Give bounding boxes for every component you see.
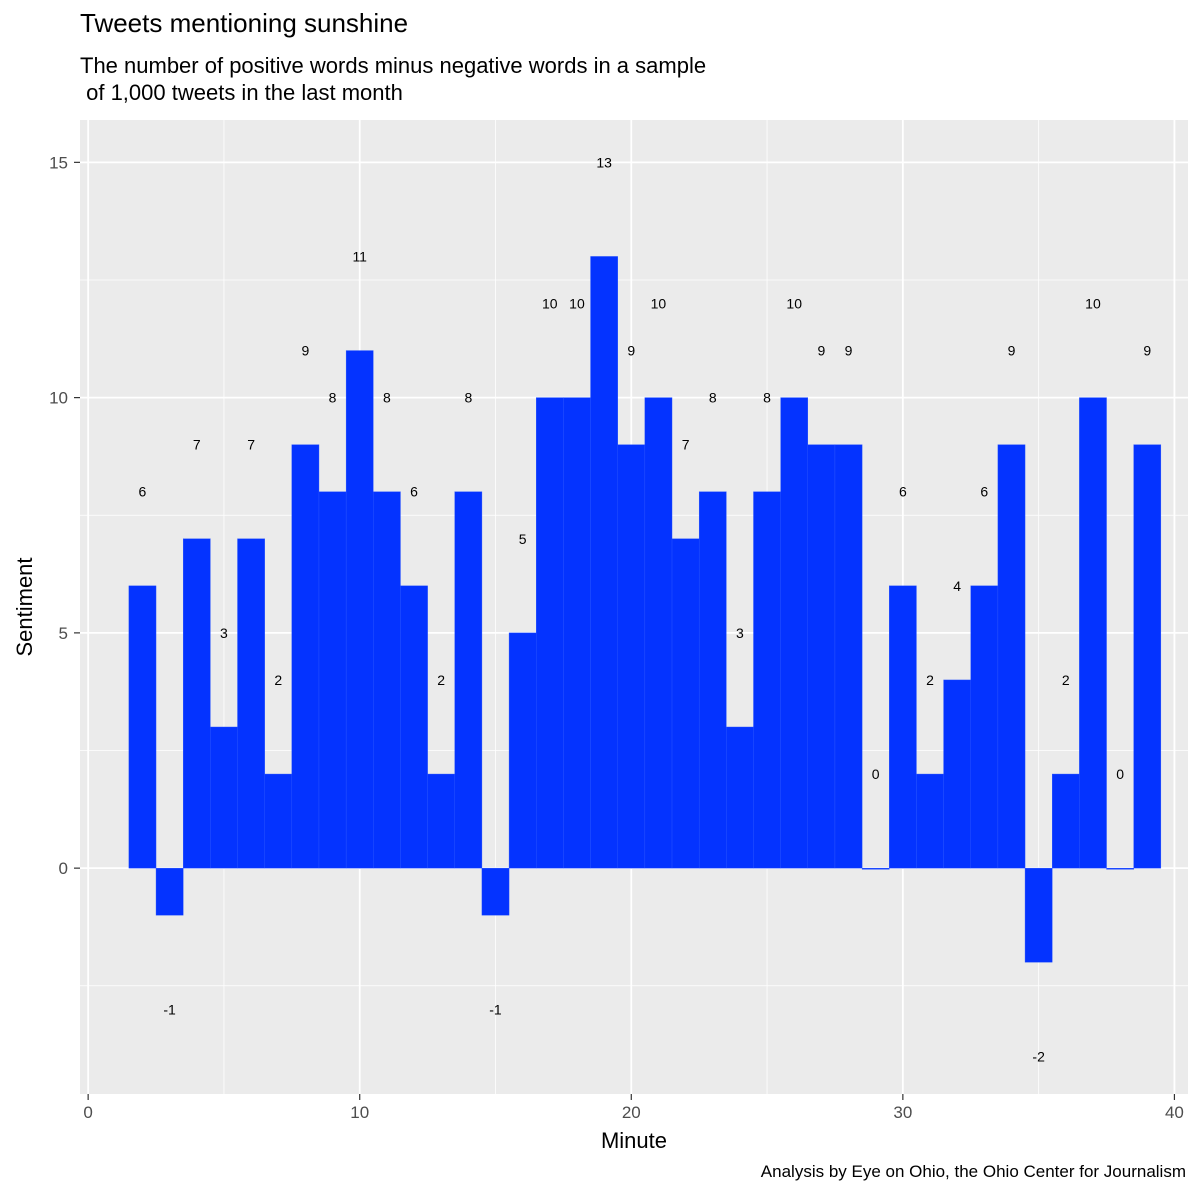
- data-label: 10: [542, 296, 558, 312]
- data-label: 10: [651, 296, 667, 312]
- bar: [454, 491, 483, 869]
- bar: [970, 585, 999, 869]
- x-tick-label: 30: [893, 1103, 912, 1122]
- bar: [1024, 867, 1053, 963]
- data-label: 6: [899, 484, 907, 500]
- data-label: 6: [980, 484, 988, 500]
- data-label: 13: [596, 154, 612, 170]
- data-label: 9: [302, 343, 310, 359]
- data-label: -1: [489, 1001, 502, 1017]
- data-label: 9: [1008, 343, 1016, 359]
- y-tick-label: 15: [49, 153, 68, 172]
- data-label: 7: [682, 437, 690, 453]
- data-label: 2: [437, 672, 445, 688]
- bar: [997, 444, 1026, 869]
- bar: [536, 397, 564, 869]
- data-label: 10: [569, 296, 585, 312]
- data-label: 7: [247, 437, 255, 453]
- data-label: 3: [220, 625, 228, 641]
- data-label: 2: [926, 672, 934, 688]
- bar: [861, 867, 890, 870]
- bar: [807, 444, 836, 869]
- bar: [128, 585, 157, 869]
- bar: [182, 538, 211, 869]
- data-label: 9: [845, 343, 853, 359]
- bar: [1106, 867, 1134, 870]
- bar: [590, 256, 618, 869]
- bar: [834, 444, 863, 869]
- bar: [400, 585, 428, 869]
- data-label: 0: [872, 766, 880, 782]
- y-tick-label: 10: [49, 389, 68, 408]
- x-tick-label: 10: [350, 1103, 369, 1122]
- data-label: -1: [163, 1001, 176, 1017]
- bar: [780, 397, 809, 869]
- bar: [1133, 444, 1162, 869]
- data-label: 9: [1143, 343, 1151, 359]
- y-tick-label: 0: [59, 859, 68, 878]
- data-label: 8: [383, 390, 391, 406]
- data-label: 8: [329, 390, 337, 406]
- data-label: 8: [709, 390, 717, 406]
- bar: [210, 726, 238, 869]
- data-label: 6: [410, 484, 418, 500]
- bar: [427, 773, 455, 869]
- bar: [1052, 773, 1080, 869]
- bar: [943, 679, 971, 869]
- x-tick-label: 40: [1165, 1103, 1184, 1122]
- bar: [508, 632, 537, 869]
- bar: [698, 491, 727, 869]
- chart-subtitle: The number of positive words minus negat…: [80, 53, 707, 105]
- data-label: 10: [786, 296, 802, 312]
- bar: [345, 350, 374, 869]
- bars: [128, 256, 1162, 963]
- bar: [373, 491, 401, 869]
- data-label: 0: [1116, 766, 1124, 782]
- data-label: 11: [352, 248, 367, 264]
- data-label: 8: [464, 390, 472, 406]
- bar: [889, 585, 917, 869]
- data-label: 8: [763, 390, 771, 406]
- data-label: 4: [953, 578, 961, 594]
- bar: [291, 444, 320, 869]
- chart-title: Tweets mentioning sunshine: [80, 8, 409, 38]
- x-tick-label: 0: [83, 1103, 92, 1122]
- data-label: 6: [139, 484, 147, 500]
- bar: [671, 538, 700, 869]
- bar: [1079, 397, 1107, 869]
- data-label: -2: [1032, 1048, 1045, 1064]
- data-label: 9: [627, 343, 635, 359]
- data-label: 7: [193, 437, 201, 453]
- data-label: 3: [736, 625, 744, 641]
- bar: [563, 397, 591, 869]
- x-axis-title: Minute: [601, 1128, 667, 1153]
- data-labels: 6 -1 7 3 7 2 9 8 11 8 6 2 8 -1 5 10 10 13 9 10 7 8 3 8 10 9 9 0 6 2 4 6…: [139, 154, 1152, 1064]
- data-label: 2: [274, 672, 282, 688]
- bar: [237, 538, 265, 869]
- y-axis-title: Sentiment: [12, 557, 37, 656]
- bar: [753, 491, 781, 869]
- bar: [916, 773, 944, 869]
- x-tick-label: 20: [622, 1103, 641, 1122]
- data-label: 5: [519, 531, 527, 547]
- bar: [617, 444, 646, 869]
- bar: [155, 867, 184, 916]
- y-tick-label: 5: [59, 624, 68, 643]
- data-label: 9: [817, 343, 825, 359]
- data-label: 2: [1062, 672, 1070, 688]
- bar: [264, 773, 293, 869]
- bar: [318, 491, 347, 869]
- bar: [481, 867, 510, 916]
- data-label: 10: [1085, 296, 1101, 312]
- bar: [644, 397, 673, 869]
- chart-caption: Analysis by Eye on Ohio, the Ohio Center…: [760, 1162, 1186, 1181]
- bar: [726, 726, 754, 869]
